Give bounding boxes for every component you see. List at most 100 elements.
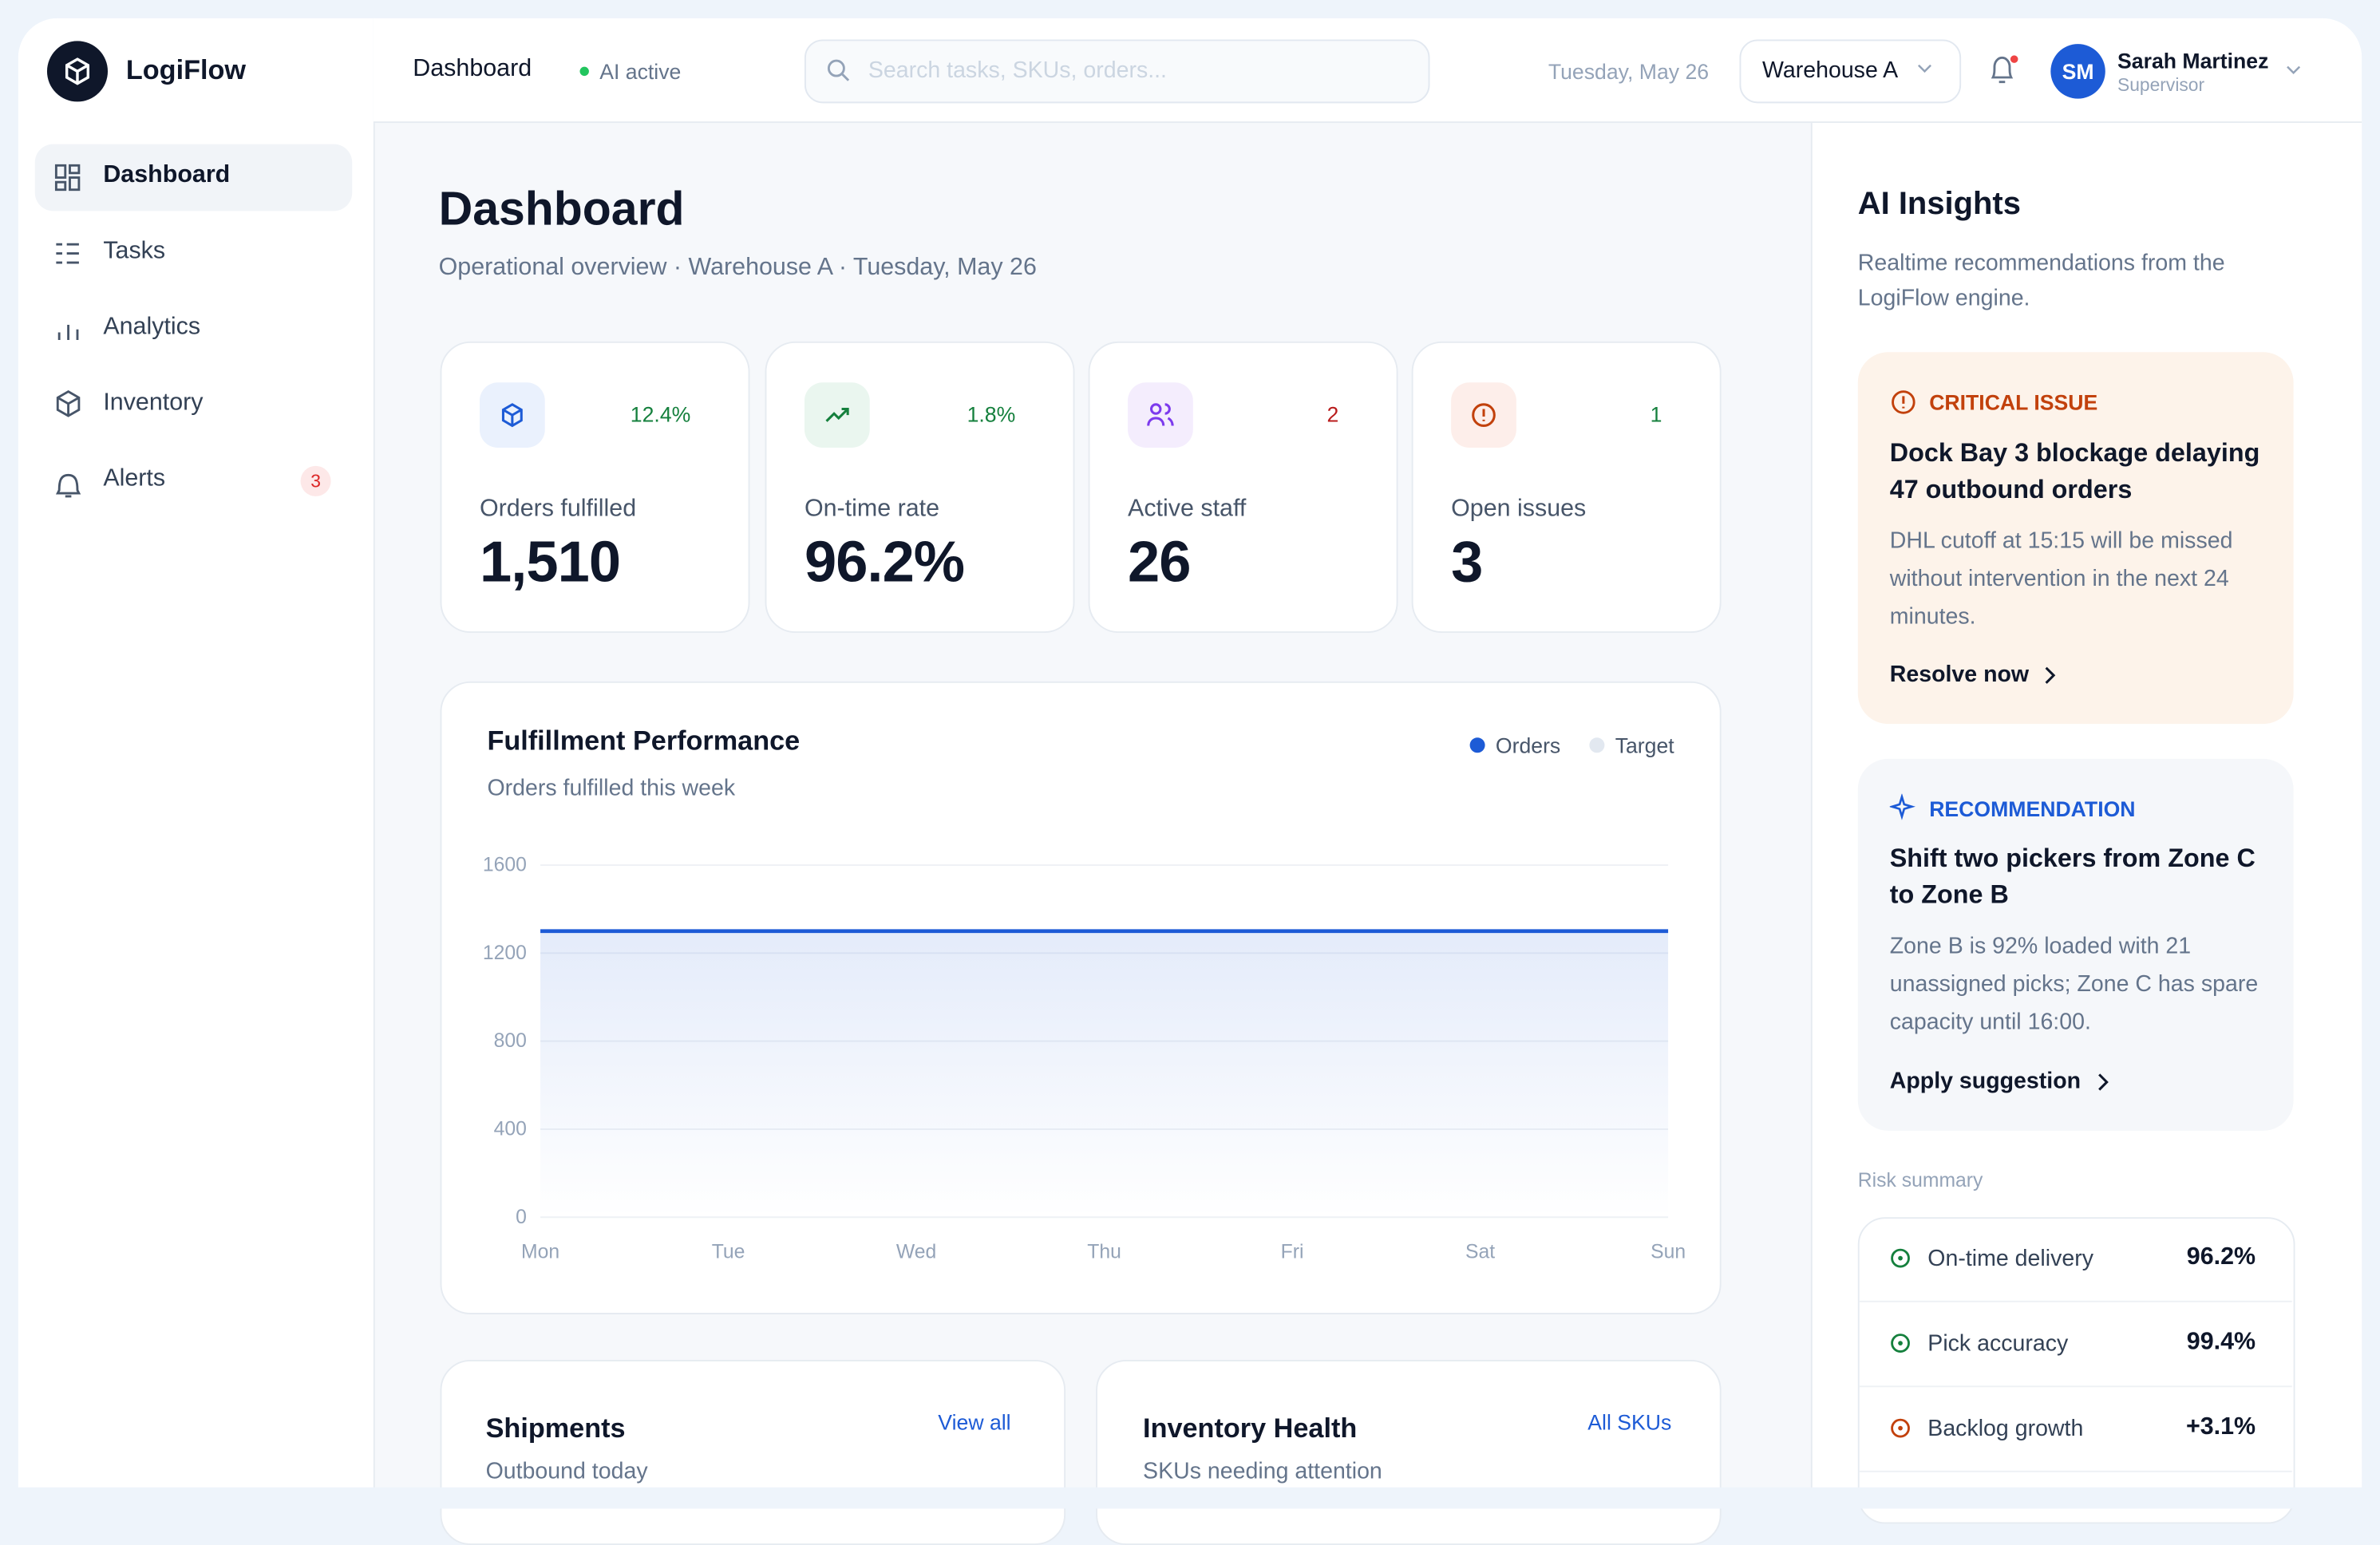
insight-body: DHL cutoff at 15:15 will be missed witho… xyxy=(1889,528,2233,630)
risk-value: 96.2% xyxy=(2186,1244,2256,1270)
x-tick-label: Wed xyxy=(896,1242,936,1263)
legend-swatch xyxy=(1469,737,1485,753)
kpi-label: Active staff xyxy=(1128,496,1247,523)
x-tick-label: Sun xyxy=(1651,1242,1686,1263)
shipments-card xyxy=(440,1360,1066,1545)
nav-item[interactable]: Analytics xyxy=(103,314,201,341)
legend-swatch xyxy=(1589,737,1605,753)
chevron xyxy=(1918,64,1931,73)
y-tick-label: 0 xyxy=(516,1207,527,1228)
card-subtitle: SKUs needing attention xyxy=(1143,1458,1382,1484)
nav-icons xyxy=(54,164,81,498)
nav-item[interactable]: Dashboard xyxy=(103,162,231,188)
kpi-icon xyxy=(479,382,545,448)
risk-list xyxy=(1857,1217,2295,1524)
insight-card xyxy=(1857,758,2294,1131)
divider xyxy=(1859,1385,2292,1388)
kpi-delta: 1 xyxy=(1650,401,1662,427)
kpi-label: On-time rate xyxy=(804,496,940,523)
brand: LogiFlow xyxy=(125,54,247,85)
x-tick-label: Thu xyxy=(1087,1242,1121,1263)
kpi-icon xyxy=(804,382,870,448)
nav-active-bg xyxy=(34,144,353,211)
risk-label: On-time delivery xyxy=(1927,1246,2093,1272)
card-subtitle: Outbound today xyxy=(485,1458,648,1484)
kpi-icon xyxy=(1128,382,1193,448)
y-tick-label: 1200 xyxy=(483,942,527,964)
bell[interactable] xyxy=(1986,52,2022,89)
inventory-card xyxy=(1096,1360,1722,1545)
insight-action[interactable]: Resolve now xyxy=(1889,662,2030,688)
status: AI active xyxy=(599,59,682,84)
chart-title: Fulfillment Performance xyxy=(487,725,800,756)
y-tick-label: 400 xyxy=(494,1119,527,1140)
insight-body: Zone B is 92% loaded with 21 unassigned … xyxy=(1889,933,2259,1036)
nav-item[interactable]: Inventory xyxy=(103,389,204,417)
divider xyxy=(1859,1470,2292,1472)
insights-title: AI Insights xyxy=(1857,186,2021,222)
sparkle-icon xyxy=(1889,793,1915,820)
alert-icon xyxy=(1892,390,1915,414)
logo xyxy=(46,41,109,102)
risk-label: Backlog growth xyxy=(1927,1416,2084,1442)
chart: Fulfillment Performance Orders fulfilled… xyxy=(483,725,1686,1263)
insights-subtitle: Realtime recommendations from the LogiFl… xyxy=(1857,250,2225,311)
user-role: Supervisor xyxy=(2117,74,2205,96)
chevron xyxy=(2098,1073,2109,1091)
kpi-label: Orders fulfilled xyxy=(479,496,637,523)
page-title: Dashboard xyxy=(438,182,685,235)
x-tick-label: Sat xyxy=(1465,1242,1495,1263)
nav-item[interactable]: Tasks xyxy=(103,238,166,264)
search-icon xyxy=(827,59,850,81)
chart-card: Fulfillment Performance Orders fulfilled… xyxy=(440,681,1722,1314)
kpi-value: 96.2% xyxy=(804,531,965,595)
kpi-value: 26 xyxy=(1128,531,1191,595)
chart-subtitle: Orders fulfilled this week xyxy=(487,776,735,801)
link[interactable]: All SKUs xyxy=(1587,1409,1672,1435)
card-title: Shipments xyxy=(485,1413,626,1444)
link[interactable]: View all xyxy=(938,1409,1011,1435)
x-tick-label: Mon xyxy=(521,1242,559,1263)
kpi-delta: 2 xyxy=(1326,401,1339,427)
risk-title: Risk summary xyxy=(1857,1168,1983,1191)
risk-icon xyxy=(1890,1333,1912,1354)
risk-value: +3.1% xyxy=(2185,1414,2256,1440)
area xyxy=(540,931,1669,1218)
warehouse: Warehouse A xyxy=(1761,57,1899,84)
legend-label: Target xyxy=(1615,733,1675,757)
kpi-value: 1,510 xyxy=(479,531,621,595)
risk-value: 99.4% xyxy=(2186,1329,2256,1356)
legend-label: Orders xyxy=(1496,733,1560,757)
kpi-value: 3 xyxy=(1451,531,1483,595)
date: Tuesday, May 26 xyxy=(1548,59,1710,84)
risk-label: Pick accuracy xyxy=(1927,1330,2069,1357)
badge: 3 xyxy=(300,465,331,496)
insight-title: Shift two pickers from Zone C to Zone B xyxy=(1889,844,2255,910)
nav-item[interactable]: Alerts xyxy=(103,465,166,492)
search-placeholder: Search tasks, SKUs, orders... xyxy=(868,57,1168,84)
chevron xyxy=(2045,666,2056,684)
insight-card xyxy=(1857,352,2294,725)
page: LogiFlow Dashboard Tasks Analytics Inven… xyxy=(0,18,2380,1545)
chevron xyxy=(2287,65,2301,75)
avatar[interactable]: SM xyxy=(2050,44,2105,99)
insight-tag: CRITICAL ISSUE xyxy=(1929,389,2098,415)
user-name: Sarah Martinez xyxy=(2117,48,2269,73)
warehouse-select[interactable] xyxy=(1739,39,1962,104)
bottom-edge xyxy=(0,1487,2380,1509)
x-tick-label: Fri xyxy=(1281,1242,1304,1263)
y-tick-label: 800 xyxy=(494,1030,527,1052)
page-subtitle: Operational overview · Warehouse A · Tue… xyxy=(438,255,1037,281)
breadcrumb: Dashboard xyxy=(413,56,532,82)
risk-icon xyxy=(1890,1247,1912,1269)
x-tick-label: Tue xyxy=(712,1242,745,1263)
search[interactable] xyxy=(804,39,1430,104)
kpi-label: Open issues xyxy=(1451,496,1587,523)
y-tick-label: 1600 xyxy=(483,855,527,876)
kpi-icon xyxy=(1451,382,1516,448)
insight-action[interactable]: Apply suggestion xyxy=(1889,1068,2082,1095)
divider xyxy=(1859,1300,2292,1302)
kpi-delta: 1.8% xyxy=(967,401,1016,427)
frame: LogiFlow Dashboard Tasks Analytics Inven… xyxy=(0,18,2380,1545)
insight-title: Dock Bay 3 blockage delaying 47 outbound… xyxy=(1889,438,2260,504)
